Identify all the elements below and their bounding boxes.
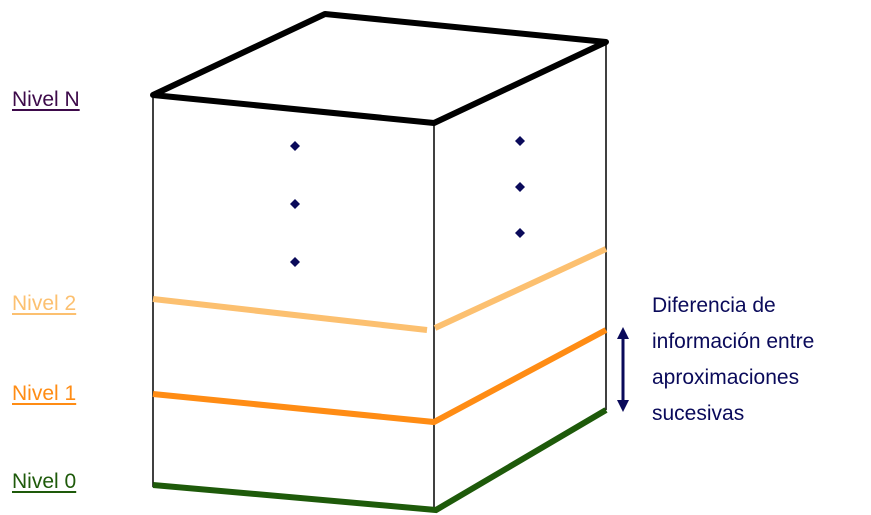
annotation-line: aproximaciones bbox=[652, 366, 800, 389]
level-2-label: Nivel 2 bbox=[12, 292, 77, 315]
level-1-line bbox=[152, 327, 608, 426]
annotation-line: información entre bbox=[652, 330, 815, 353]
level-n-label: Nivel N bbox=[12, 88, 80, 111]
level-0-label: Nivel 0 bbox=[12, 470, 77, 493]
ellipsis-dot bbox=[515, 182, 525, 192]
ellipsis-dot bbox=[515, 228, 525, 238]
level-2-line bbox=[152, 296, 428, 333]
level-0-line bbox=[152, 407, 608, 514]
ellipsis-dot bbox=[290, 199, 300, 209]
ellipsis-dot bbox=[290, 141, 300, 151]
top-face-outline bbox=[150, 11, 609, 126]
level-2-line-right bbox=[433, 246, 608, 331]
annotation-line: sucesivas bbox=[652, 402, 745, 425]
level-1-label: Nivel 1 bbox=[12, 382, 77, 405]
ellipsis-dot bbox=[515, 136, 525, 146]
ellipsis-dot bbox=[290, 257, 300, 267]
annotation-line: Diferencia de bbox=[652, 294, 776, 317]
difference-annotation: Diferencia de información entre aproxima… bbox=[652, 288, 867, 432]
